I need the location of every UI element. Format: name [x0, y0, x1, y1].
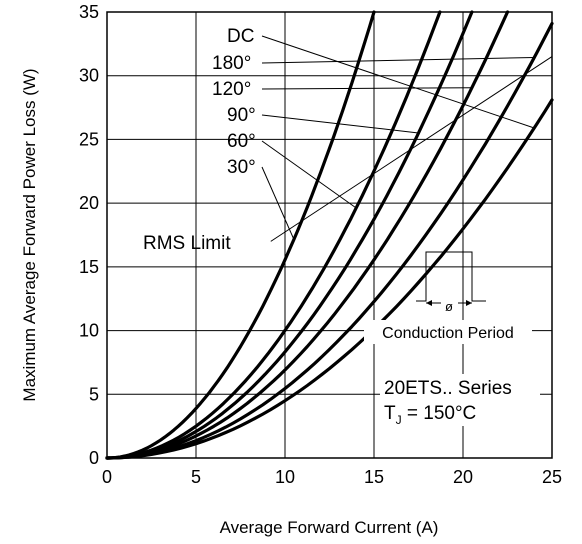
leader-line-180	[261, 57, 535, 64]
series-label-dc: DC	[227, 26, 254, 47]
conduction-label-bg	[364, 320, 532, 344]
leader-layer	[261, 35, 553, 242]
tick-layer: 0 5 10 15 20 25 0 5 10 15 20 25 30 35	[79, 2, 562, 487]
curve-labels: DC 180° 120° 90° 60° 30°	[212, 26, 256, 178]
plot-frame	[106, 11, 553, 459]
leader-line-dc	[261, 35, 535, 129]
series-label-60: 60°	[227, 131, 256, 152]
series-line-60	[105, 10, 442, 460]
leader-line-120	[261, 87, 472, 90]
leader-line-30	[261, 166, 295, 240]
series-line-120	[105, 10, 510, 460]
x-tick-label: 20	[453, 467, 473, 487]
conduction-period-label: Conduction Period	[382, 325, 514, 342]
phi-arrow-head-left	[426, 300, 432, 306]
series-line-dc	[105, 98, 554, 460]
phi-symbol: ø	[445, 299, 453, 314]
y-tick-label: 35	[79, 2, 99, 22]
y-tick-label: 25	[79, 129, 99, 149]
leader-line-60	[261, 140, 357, 209]
tj-t: T	[384, 403, 396, 424]
y-tick-label: 30	[79, 66, 99, 86]
series-name-label: 20ETS.. Series	[384, 378, 512, 399]
y-axis-title: Maximum Average Forward Power Loss (W)	[20, 68, 39, 401]
series-label-180: 180°	[212, 53, 251, 74]
series-label-30: 30°	[227, 157, 256, 178]
y-tick-label: 20	[79, 193, 99, 213]
tj-value: = 150°C	[402, 403, 477, 424]
x-tick-label: 0	[102, 467, 112, 487]
y-tick-label: 15	[79, 257, 99, 277]
series-line-30	[105, 10, 376, 460]
junction-temp-label: TJ = 150°C	[384, 403, 476, 427]
x-tick-label: 25	[542, 467, 562, 487]
series-line-180	[105, 21, 554, 460]
pulse-shape	[416, 251, 486, 302]
phi-arrow-head-right	[466, 300, 472, 306]
series-line-90	[105, 10, 474, 460]
x-tick-label: 10	[275, 467, 295, 487]
x-tick-label: 15	[364, 467, 384, 487]
tj-subscript: J	[396, 413, 402, 427]
rms-limit-label: RMS Limit	[143, 233, 231, 254]
series-info-bg	[380, 374, 540, 426]
leader-line-90	[261, 114, 419, 134]
x-axis-title: Average Forward Current (A)	[220, 518, 439, 537]
y-tick-label: 5	[89, 384, 99, 404]
rms-limit-line	[270, 56, 553, 242]
y-tick-label: 10	[79, 321, 99, 341]
series-label-120: 120°	[212, 79, 251, 100]
conduction-period-diagram: ø Conduction Period	[364, 251, 532, 344]
series-label-90: 90°	[227, 105, 256, 126]
y-tick-label: 0	[89, 448, 99, 468]
x-tick-label: 5	[191, 467, 201, 487]
series-layer	[105, 10, 554, 460]
